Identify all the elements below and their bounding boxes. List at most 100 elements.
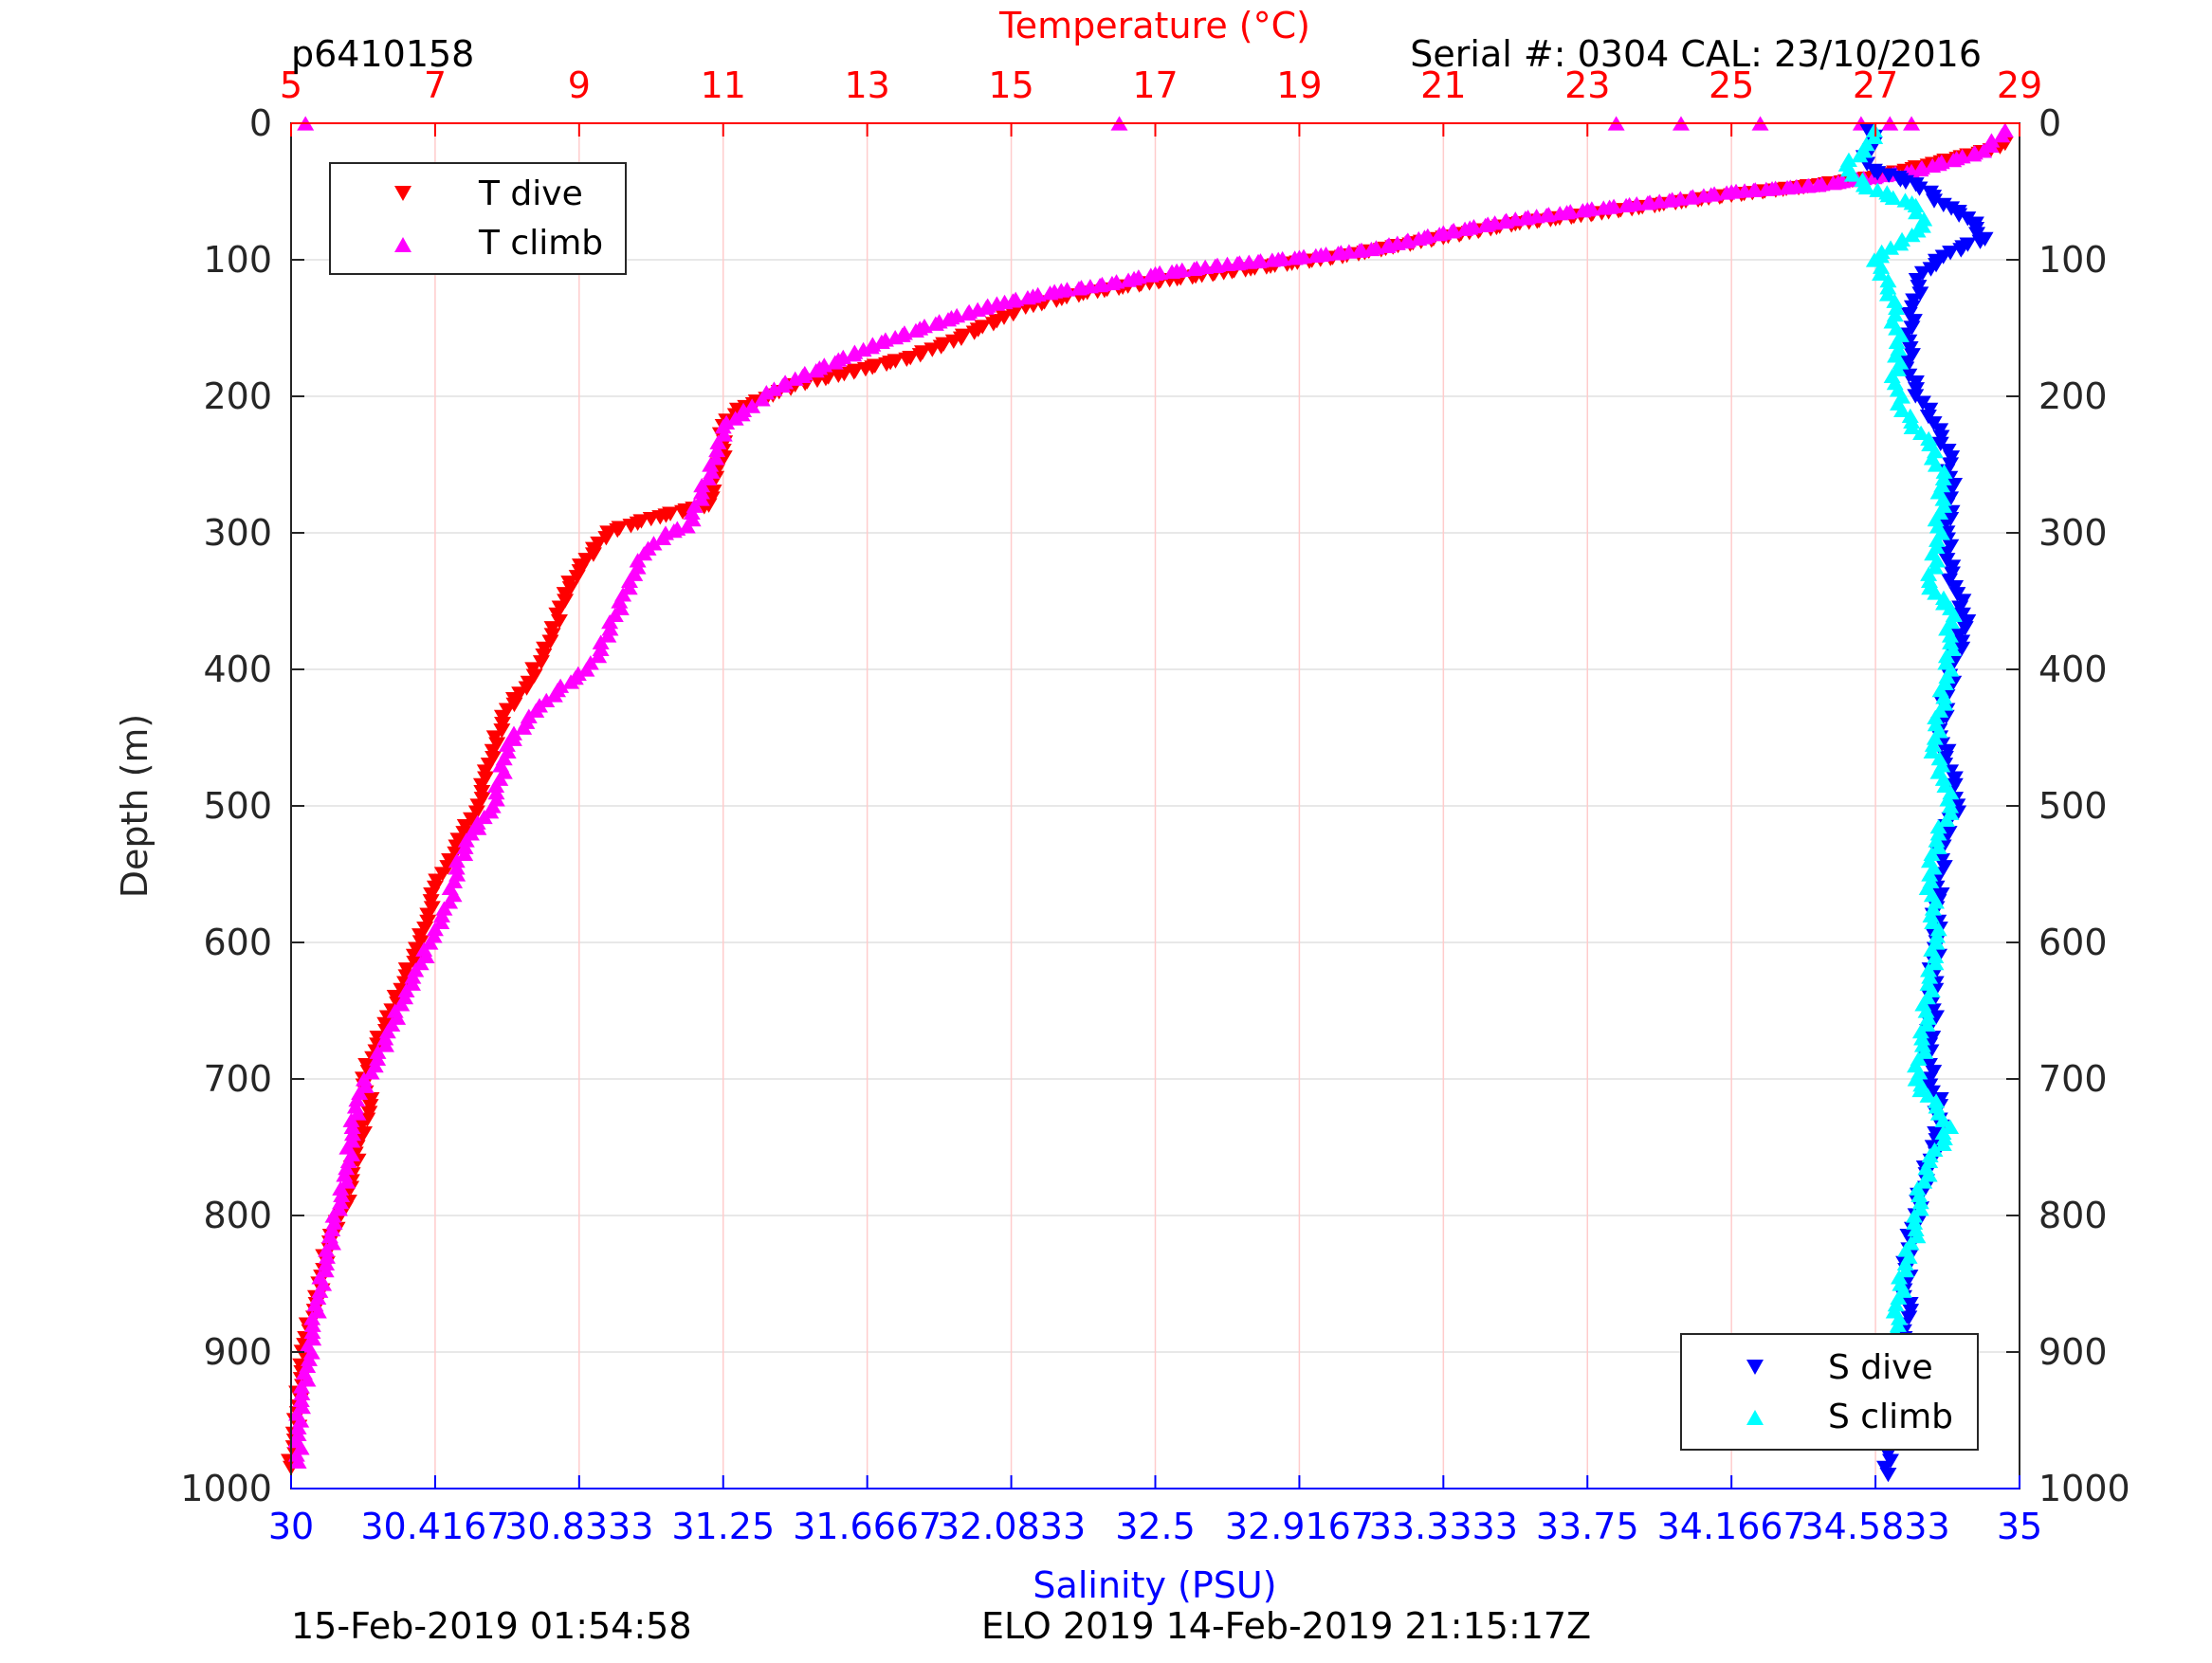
t-climb-point [718,414,736,430]
t-climb-point [1945,152,1963,168]
s-climb-point [1936,696,1954,711]
s-climb-point [1927,559,1945,575]
t-dive-point [505,697,523,713]
salinity-tick-label: 30.8333 [504,1506,653,1547]
s-climb-point [1909,1180,1927,1196]
temperature-tick-label: 23 [1564,64,1610,106]
s-dive-point [1950,208,1968,223]
s-dive-point [1910,181,1929,196]
s-dive-point [1922,262,1940,277]
plot-area [280,116,2014,1483]
t-climb-point [1779,179,1797,195]
s-climb-point [1888,334,1906,350]
t-climb-point [404,969,422,984]
t-climb-point [1574,203,1592,218]
t-dive-point [878,356,896,373]
t-climb-point [753,392,771,407]
temperature-tick-label: 25 [1709,64,1754,106]
t-climb-point [876,332,894,347]
salinity-tick-label: 32.0833 [937,1506,1086,1547]
depth-tick-label-left: 100 [203,239,272,281]
s-climb-point [1889,1317,1907,1332]
depth-tick-label-right: 600 [2038,922,2108,963]
t-dive-point [561,581,579,596]
s-dive-point [1947,579,1965,595]
t-climb-point [1595,200,1613,215]
salinity-tick-label: 34.5833 [1801,1506,1950,1547]
s-climb-point [1926,730,1944,745]
s-climb-point [1920,573,1938,589]
t-climb-point [743,398,761,413]
t-dive-point [362,1091,380,1107]
t-climb-point [456,846,474,862]
s-dive-point [1925,1065,1943,1080]
s-climb-point [1928,928,1946,943]
t-climb-point [654,530,672,546]
s-climb-point [1928,532,1946,547]
t-climb-point [708,442,726,458]
t-climb-point [1551,206,1569,221]
s-climb-point [1911,1082,1929,1098]
t-climb-point [926,316,944,331]
s-climb-point [1910,1065,1929,1080]
s-climb-point [1903,227,1921,243]
t-climb-point [403,976,421,991]
s-dive-point [1896,174,1914,191]
t-climb-point [1682,190,1700,205]
t-climb-point [765,381,783,396]
footer-timestamp: 15-Feb-2019 01:54:58 [291,1605,692,1647]
depth-tick-label-right: 200 [2038,375,2108,417]
t-climb-point [318,1242,336,1257]
s-climb-point [1920,430,1938,447]
t-climb-point [709,434,727,449]
depth-tick-label-right: 700 [2038,1058,2108,1100]
t-dive-point [952,331,970,346]
t-climb-point [1367,240,1385,255]
s-climb-point [1935,689,1953,704]
temperature-tick-label: 15 [988,64,1033,106]
s-dive-point [1876,1460,1894,1476]
t-climb-point [1018,289,1036,305]
t-climb-point [487,784,505,800]
t-climb-point [590,648,608,664]
depth-tick-label-left: 1000 [180,1468,272,1509]
legend-t-dive-marker [394,186,411,201]
legend-temperature: T dive T climb [329,162,627,275]
salinity-tick-label: 32.5 [1115,1506,1196,1547]
t-climb-point [1052,283,1070,298]
t-dive-point [609,522,627,539]
t-climb-point [959,305,977,321]
salinity-tick-label: 30.4167 [360,1506,509,1547]
t-climb-point [1410,230,1428,247]
t-climb-point [417,948,435,964]
t-climb-point [303,1310,321,1325]
s-climb-point [1873,248,1891,264]
salinity-tick-label: 34.1667 [1657,1506,1806,1547]
temperature-tick-label: 11 [701,64,746,106]
t-climb-point [1694,188,1712,203]
t-climb-point [693,477,711,493]
legend-salinity: S dive S climb [1680,1333,1979,1451]
s-climb-point [1927,585,1945,600]
s-climb-point [1925,860,1943,875]
t-climb-point [448,852,466,868]
s-dive-point [1940,826,1958,841]
s-dive-point [1952,243,1970,258]
s-climb-point [1887,1296,1905,1312]
s-climb-point [1929,764,1947,779]
t-dive-point [456,818,474,834]
footer-mission: ELO 2019 14-Feb-2019 21:15:17Z [981,1605,1591,1647]
temperature-tick-label: 21 [1420,64,1466,106]
s-climb-point [1935,1130,1953,1146]
t-climb-point [376,1037,394,1052]
t-climb-point [1660,192,1678,208]
t-climb-point [457,832,475,848]
s-climb-point [1935,464,1953,479]
s-climb-point [1892,236,1910,251]
t-climb-point [287,1447,305,1462]
legend-t-dive-label: T dive [478,174,583,213]
t-climb-point [834,349,852,365]
t-dive-point [584,547,602,562]
serial-calibration: Serial #: 0304 CAL: 23/10/2016 [1410,33,1982,75]
t-climb-point [292,1379,310,1394]
